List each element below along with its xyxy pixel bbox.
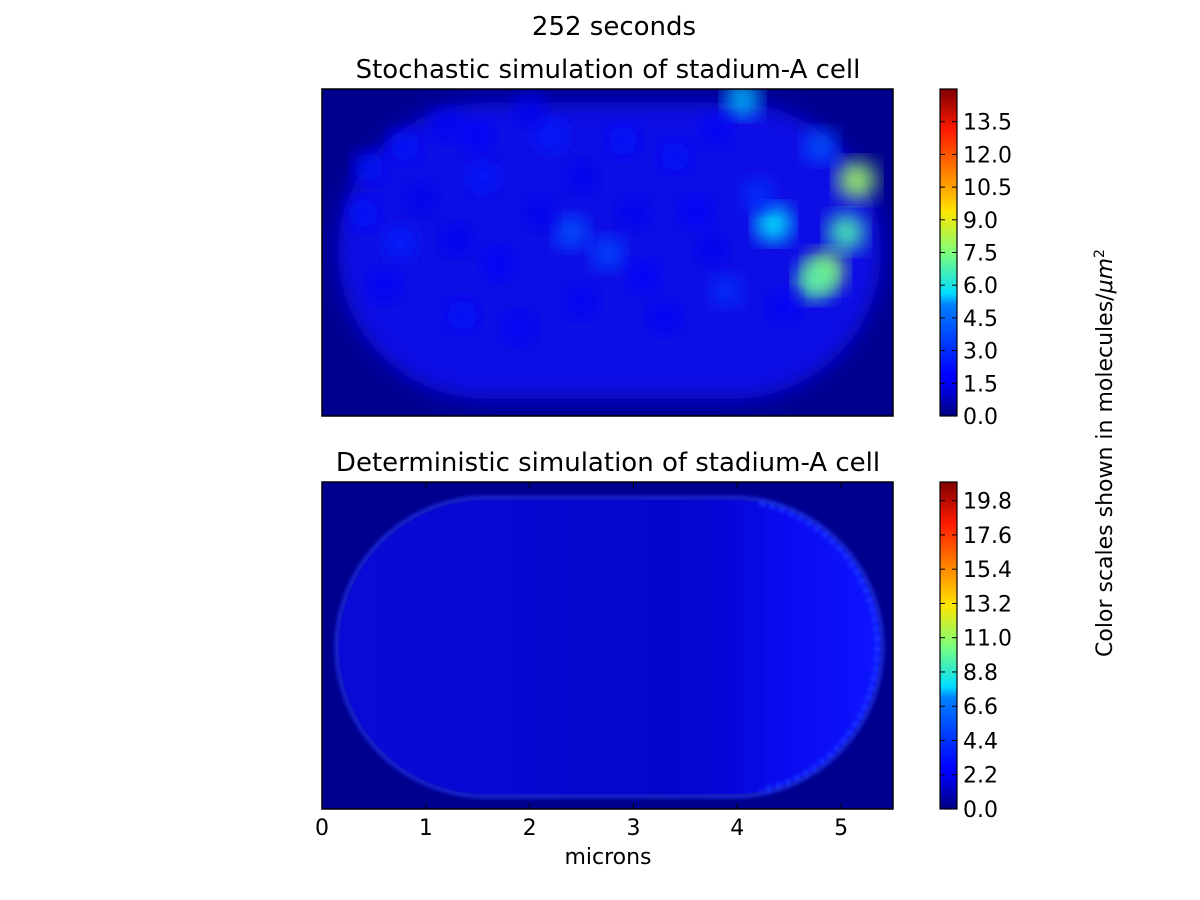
x-axis-label: microns — [564, 845, 651, 870]
hotspot-23 — [628, 260, 660, 292]
hotspot-18 — [348, 198, 379, 229]
stochastic-colorbar-ticks: 0.0 1.5 3.0 4.5 6.0 7.5 9.0 10.5 12.0 13.5 — [940, 111, 1012, 430]
hotspot-29 — [701, 115, 732, 146]
hotspot-0 — [837, 161, 876, 200]
deterministic-colorbar — [939, 481, 958, 810]
colorbar-tick-label: 13.5 — [963, 111, 1012, 136]
hotspot-20 — [680, 196, 712, 227]
deterministic-cell-rim — [335, 496, 884, 798]
stochastic-axes-frame — [321, 88, 894, 417]
hotspot-27 — [441, 224, 473, 255]
hotspot-15 — [446, 299, 478, 331]
hotspot-1 — [827, 213, 865, 251]
x-tick-label: 2 — [523, 816, 537, 841]
colorbar-tick-label: 3.0 — [963, 340, 998, 365]
stochastic-hotspots — [348, 89, 876, 343]
hotspot-7 — [555, 216, 588, 249]
x-tick-label: 3 — [626, 816, 640, 841]
side-label-unit: μm — [1093, 258, 1118, 294]
hotspot-24 — [504, 312, 535, 343]
colorbar-tick-label: 6.6 — [963, 695, 998, 720]
colorbar-tick-label: 2.2 — [963, 764, 998, 789]
side-label-exponent: 2 — [1092, 249, 1108, 258]
hotspot-17 — [353, 151, 385, 183]
colorbar-tick-label: 12.0 — [963, 143, 1012, 168]
hotspot-35 — [566, 162, 597, 193]
hotspot-14 — [389, 130, 421, 162]
hotspot-28 — [524, 198, 556, 229]
hotspot-33 — [369, 271, 400, 302]
deterministic-heatmap — [322, 482, 893, 809]
hotspot-16 — [659, 141, 691, 172]
colorbar-tick-label: 4.5 — [963, 307, 998, 332]
hotspot-31 — [514, 94, 545, 125]
hotspot-19 — [607, 125, 639, 157]
colorbar-tick-label: 15.4 — [963, 558, 1012, 583]
stochastic-panel-title: Stochastic simulation of stadium-A cell — [356, 55, 861, 85]
colorbar-tick-label: 13.2 — [963, 592, 1012, 617]
colorbar-tick-label: 7.5 — [963, 242, 998, 267]
hotspot-8 — [591, 237, 624, 270]
colorbar-tick-label: 0.0 — [963, 405, 998, 430]
hotspot-5 — [725, 89, 760, 117]
side-label-text: Color scales shown in molecules/ — [1093, 293, 1118, 657]
side-colorscale-label: Color scales shown in molecules/μm2 — [1092, 249, 1118, 657]
colorbar-tick-label: 6.0 — [963, 274, 998, 299]
deterministic-cell-body — [339, 500, 880, 794]
hotspot-4 — [755, 206, 792, 242]
x-axis-ticks: 0 1 2 3 4 5 — [315, 482, 848, 841]
hotspot-26 — [566, 286, 597, 318]
hotspot-36 — [405, 182, 436, 214]
colorbar-tick-label: 17.6 — [963, 524, 1012, 549]
hotspot-3 — [796, 262, 834, 300]
deterministic-axes-frame — [321, 481, 894, 810]
hotspot-37 — [696, 234, 727, 266]
hotspot-13 — [467, 161, 499, 193]
x-tick-label: 4 — [730, 816, 744, 841]
hotspot-32 — [618, 198, 649, 229]
hotspot-30 — [431, 110, 462, 141]
colorbar-tick-label: 1.5 — [963, 372, 998, 397]
deterministic-colorbar-ticks: 0.0 2.2 4.4 6.6 8.8 11.0 13.2 15.4 17.6 19.8 — [940, 490, 1012, 823]
hotspot-25 — [649, 302, 680, 333]
x-tick-label: 5 — [834, 816, 848, 841]
hotspot-22 — [462, 120, 493, 151]
deterministic-right-edge-glow — [759, 500, 880, 794]
x-tick-label: 1 — [419, 816, 433, 841]
hotspot-12 — [534, 120, 566, 152]
colorbar-tick-label: 8.8 — [963, 661, 998, 686]
colorbar-tick-label: 4.4 — [963, 729, 998, 754]
colorbar-tick-label: 0.0 — [963, 798, 998, 823]
hotspot-11 — [384, 227, 416, 259]
figure-suptitle: 252 seconds — [532, 12, 696, 42]
colorbar-tick-label: 11.0 — [963, 627, 1012, 652]
hotspot-6 — [804, 129, 837, 163]
colorbar-tick-label: 19.8 — [963, 490, 1012, 515]
colorbar-tick-label: 10.5 — [963, 176, 1012, 201]
hotspot-21 — [483, 248, 514, 279]
stochastic-heatmap — [322, 89, 893, 416]
deterministic-panel-title: Deterministic simulation of stadium-A ce… — [336, 448, 880, 478]
hotspot-9 — [711, 275, 743, 308]
hotspot-34 — [768, 291, 800, 323]
hotspot-10 — [742, 179, 774, 211]
colorbar-tick-label: 9.0 — [963, 209, 998, 234]
x-tick-label: 0 — [315, 816, 329, 841]
